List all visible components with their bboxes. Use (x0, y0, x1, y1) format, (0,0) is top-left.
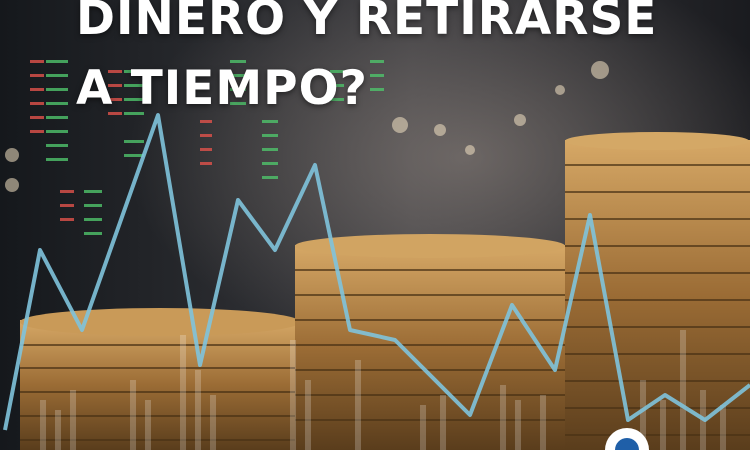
volume-bars-overlay (40, 330, 726, 450)
trend-line (3, 113, 750, 431)
coin-stack-left (20, 308, 300, 450)
bokeh-lights (5, 61, 609, 192)
headline-line-2: A TIEMPO? (76, 61, 368, 116)
headline-text: DINERO Y RETIRARSE A TIEMPO? (76, 0, 657, 124)
headline-line-1: DINERO Y RETIRARSE (76, 0, 658, 46)
stock-ticker-board (30, 60, 384, 235)
circular-logo-icon (605, 428, 649, 450)
